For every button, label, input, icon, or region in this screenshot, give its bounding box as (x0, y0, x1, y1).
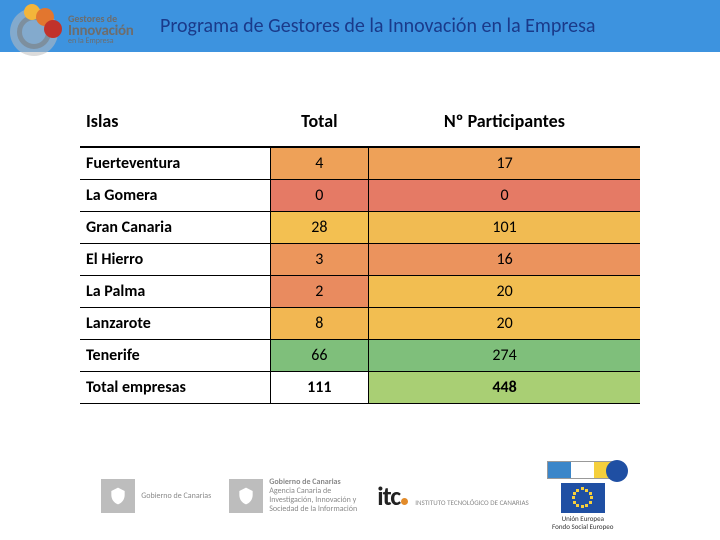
table-row: Fuerteventura417 (80, 147, 640, 180)
eu-label: Unión Europea Fondo Social Europeo (552, 515, 613, 530)
logo-agencia: Gobierno de Canarias Agencia Canaria de … (229, 476, 359, 516)
row-label: El Hierro (80, 244, 270, 276)
total-total: 111 (270, 372, 369, 404)
page-title: Programa de Gestores de la Innovación en… (160, 14, 595, 38)
dot-icon (401, 498, 408, 505)
table-total-row: Total empresas111448 (80, 372, 640, 404)
brand-logo: Gestores de Innovación en la Empresa (6, 2, 156, 58)
logo-itc: itc INSTITUTO TECNOLÓGICO DE CANARIAS (377, 480, 529, 512)
col-header-islas: Islas (80, 102, 270, 147)
table-row: Gran Canaria28101 (80, 212, 640, 244)
row-total: 2 (270, 276, 369, 308)
col-header-participantes: Nº Participantes (369, 102, 640, 147)
table-row: Lanzarote820 (80, 308, 640, 340)
shield-icon (101, 479, 135, 513)
table-header-row: Islas Total Nº Participantes (80, 102, 640, 147)
row-label: Gran Canaria (80, 212, 270, 244)
brand-logo-mark (6, 4, 66, 56)
table-row: El Hierro316 (80, 244, 640, 276)
logo-gobierno-text: Gobierno de Canarias (141, 492, 211, 501)
logo-eu: Unión Europea Fondo Social Europeo (552, 483, 613, 530)
row-label: Fuerteventura (80, 147, 270, 180)
row-label: Tenerife (80, 340, 270, 372)
footer-logos: Gobierno de Canarias Gobierno de Canaria… (0, 468, 720, 524)
col-header-total: Total (270, 102, 369, 147)
row-label: Lanzarote (80, 308, 270, 340)
row-total: 66 (270, 340, 369, 372)
row-total: 28 (270, 212, 369, 244)
row-total: 8 (270, 308, 369, 340)
data-table-container: Islas Total Nº Participantes Fuerteventu… (80, 102, 640, 404)
row-total: 3 (270, 244, 369, 276)
row-participantes: 20 (369, 276, 640, 308)
row-participantes: 0 (369, 180, 640, 212)
row-participantes: 17 (369, 147, 640, 180)
itc-full: INSTITUTO TECNOLÓGICO DE CANARIAS (415, 499, 529, 506)
row-total: 4 (270, 147, 369, 180)
row-total: 0 (270, 180, 369, 212)
brand-logo-text: Gestores de Innovación en la Empresa (68, 14, 133, 45)
itc-abbr: itc (377, 480, 400, 512)
eu-flag-icon (561, 483, 605, 513)
table-row: La Palma220 (80, 276, 640, 308)
logo-eu-group: Unión Europea Fondo Social Europeo (547, 461, 619, 530)
data-table: Islas Total Nº Participantes Fuerteventu… (80, 102, 640, 404)
row-participantes: 20 (369, 308, 640, 340)
logo-agencia-text: Gobierno de Canarias Agencia Canaria de … (269, 478, 359, 513)
canarias-eu-icon (547, 461, 619, 479)
total-participantes: 448 (369, 372, 640, 404)
row-participantes: 274 (369, 340, 640, 372)
row-participantes: 101 (369, 212, 640, 244)
shield-icon (229, 479, 263, 513)
row-participantes: 16 (369, 244, 640, 276)
table-row: Tenerife66274 (80, 340, 640, 372)
logo-gobierno-canarias: Gobierno de Canarias (101, 476, 211, 516)
row-label: La Palma (80, 276, 270, 308)
row-label: La Gomera (80, 180, 270, 212)
total-label: Total empresas (80, 372, 270, 404)
table-row: La Gomera00 (80, 180, 640, 212)
